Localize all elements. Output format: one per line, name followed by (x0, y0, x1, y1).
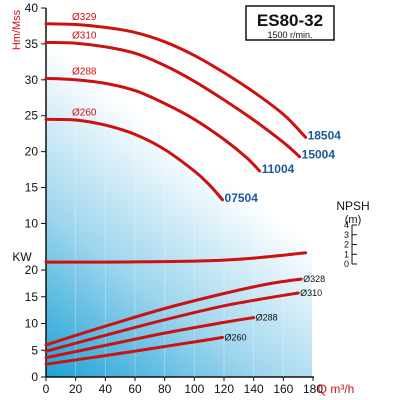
head-tick-label: 35 (25, 37, 39, 51)
curve-labels: Ø329 18504 Ø310 15004 Ø288 11004 Ø260 07504 Ø328… (72, 12, 341, 343)
head-curve-label: Ø329 (72, 12, 97, 23)
head-axis-title: Hm/Mss (11, 9, 23, 50)
guide-lines (75, 8, 314, 377)
chart-title: ES80-32 (257, 11, 323, 30)
head-tick-label: 30 (25, 73, 39, 87)
power-tick-label: 5 (31, 343, 38, 357)
power-curve-d288 (44, 316, 256, 360)
head-curve-label: Ø310 (72, 30, 97, 41)
power-tick-label: 20 (25, 263, 39, 277)
power-tick-label: 0 (31, 370, 38, 384)
head-tick-label: 40 (25, 1, 39, 15)
power-curve-label: Ø288 (256, 313, 278, 323)
head-tick-label: 10 (25, 216, 39, 230)
power-curve-label: Ø260 (225, 332, 247, 342)
npsh-tick-label: 4 (344, 220, 349, 230)
npsh-tick-label: 2 (344, 240, 349, 250)
x-axis-title: Q m³/h (318, 382, 355, 396)
x-axis-ticks: 0 20 40 60 80 100 120 140 160 180 (43, 377, 323, 396)
head-curve-d260 (44, 117, 224, 202)
pump-model-label: 15004 (302, 148, 336, 162)
power-curve-label: Ø328 (303, 274, 325, 284)
head-axis-ticks: 10 15 20 25 30 35 40 (25, 1, 46, 230)
npsh-axis-title: NPSH (336, 199, 369, 213)
x-tick-label: 20 (69, 382, 83, 396)
head-curve-label: Ø288 (72, 66, 97, 77)
x-tick-label: 60 (128, 382, 142, 396)
power-axis-ticks: 0 5 10 15 20 (25, 263, 46, 384)
npsh-tick-label: 3 (344, 230, 349, 240)
pump-model-label: 18504 (308, 128, 342, 142)
head-curve-d310 (44, 41, 302, 159)
head-curve-d329 (44, 22, 308, 139)
title-box (245, 5, 335, 41)
chart-subtitle: 1500 r/min. (267, 30, 312, 40)
x-tick-label: 100 (184, 382, 204, 396)
npsh-tick-label: 0 (344, 259, 349, 269)
power-tick-label: 10 (25, 317, 39, 331)
x-tick-label: 180 (303, 382, 323, 396)
head-tick-label: 25 (25, 109, 39, 123)
npsh-tick-label: 1 (344, 249, 349, 259)
x-tick-label: 0 (43, 382, 50, 396)
head-tick-label: 15 (25, 181, 39, 195)
head-tick-label: 20 (25, 145, 39, 159)
power-axis-title: KW (12, 250, 32, 264)
power-curve-d310 (44, 291, 300, 353)
pump-model-label: 07504 (225, 191, 259, 205)
x-tick-label: 140 (244, 382, 264, 396)
x-tick-label: 80 (158, 382, 172, 396)
curves (44, 22, 308, 366)
x-tick-label: 120 (214, 382, 234, 396)
x-tick-label: 40 (99, 382, 113, 396)
power-tick-label: 15 (25, 290, 39, 304)
x-tick-label: 160 (273, 382, 293, 396)
npsh-curve (44, 251, 308, 264)
head-curve-label: Ø260 (72, 107, 97, 118)
power-curve-d260 (44, 335, 224, 366)
npsh-axis-unit: (m) (345, 214, 362, 226)
pump-model-label: 11004 (262, 162, 295, 176)
power-curve-label: Ø310 (300, 288, 322, 298)
head-curve-d288 (44, 76, 262, 173)
power-curve-d328 (44, 277, 303, 347)
